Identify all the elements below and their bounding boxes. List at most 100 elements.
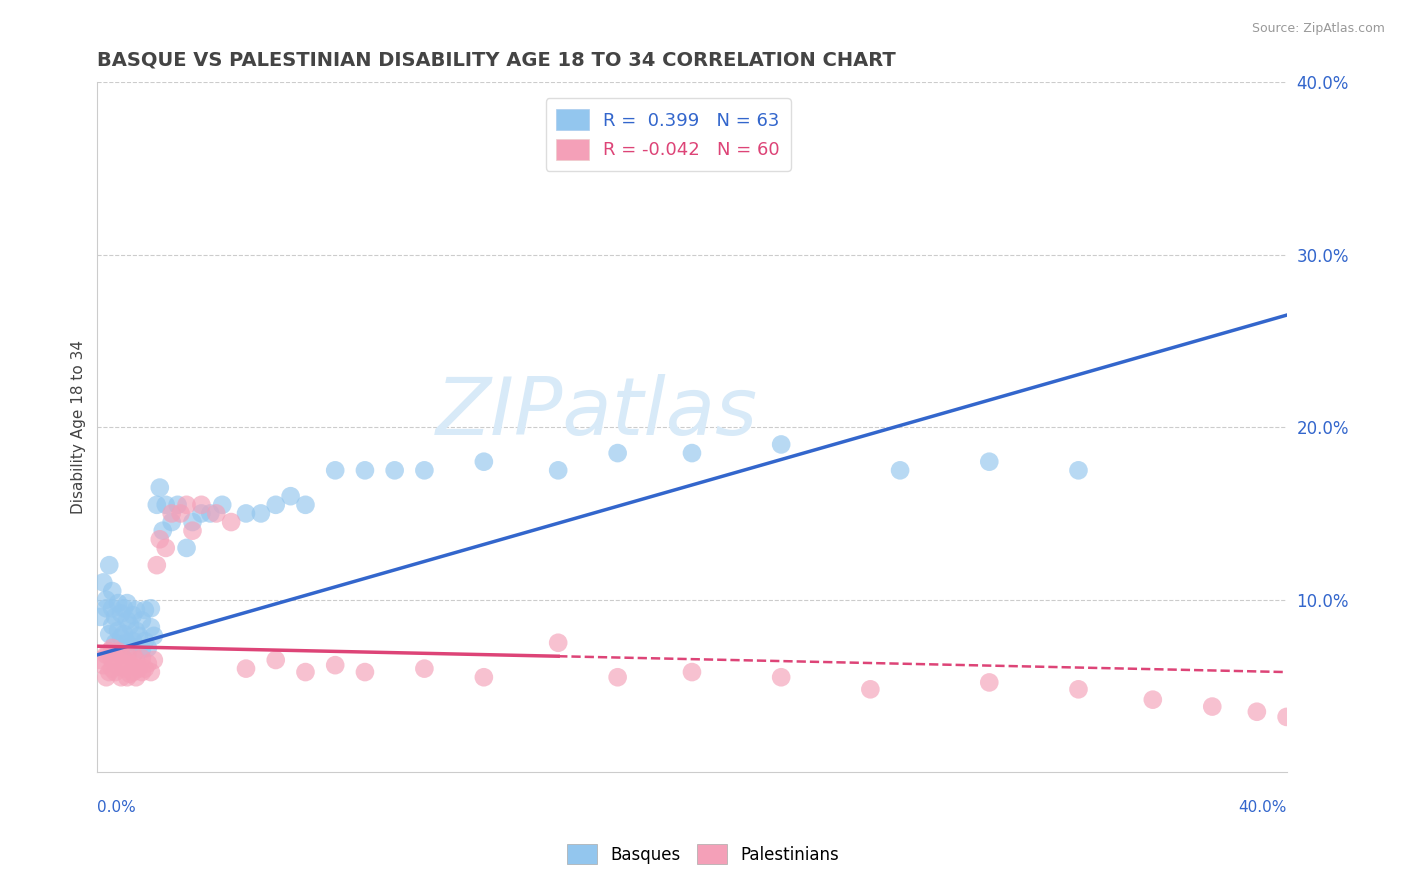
Point [104,665,127,679]
Point [125,603,148,617]
Point [1142,692,1164,706]
Point [160,515,183,529]
Point [142,629,165,643]
Point [294,665,316,679]
Point [98,627,121,641]
Point [149,481,172,495]
Point [136,640,159,655]
Point [101,601,124,615]
Point [979,675,1001,690]
Point [155,498,177,512]
Point [101,584,124,599]
Point [547,636,569,650]
Point [122,665,145,679]
Point [1067,463,1090,477]
Point [264,498,287,512]
Point [107,658,129,673]
Point [681,446,703,460]
Point [125,653,148,667]
Point [190,498,212,512]
Point [120,618,142,632]
Point [606,446,628,460]
Point [547,463,569,477]
Point [264,653,287,667]
Point [354,463,377,477]
Point [131,665,153,679]
Point [155,541,177,555]
Point [101,653,124,667]
Point [219,515,242,529]
Point [125,624,148,638]
Point [98,644,121,658]
Point [134,634,156,648]
Point [1067,682,1090,697]
Point [136,657,159,671]
Point [211,498,233,512]
Point [139,601,162,615]
Point [101,640,124,655]
Point [110,607,132,621]
Point [134,603,156,617]
Point [125,670,148,684]
Point [181,524,204,538]
Y-axis label: Disability Age 18 to 34: Disability Age 18 to 34 [72,340,86,514]
Point [104,651,127,665]
Point [115,648,138,662]
Point [115,596,138,610]
Point [979,455,1001,469]
Point [139,665,162,679]
Point [122,648,145,662]
Point [110,648,132,662]
Point [235,507,257,521]
Point [235,662,257,676]
Point [96,670,118,684]
Point [176,498,198,512]
Point [152,524,174,538]
Point [770,670,793,684]
Point [131,651,153,665]
Point [110,670,132,684]
Point [413,463,436,477]
Point [107,644,129,658]
Point [120,666,142,681]
Point [98,558,121,573]
Point [120,657,142,671]
Point [91,658,114,673]
Point [472,455,495,469]
Point [96,601,118,615]
Point [142,653,165,667]
Point [122,608,145,623]
Text: 0.0%: 0.0% [97,799,136,814]
Point [176,541,198,555]
Point [770,437,793,451]
Legend: R =  0.399   N = 63, R = -0.042   N = 60: R = 0.399 N = 63, R = -0.042 N = 60 [546,98,790,170]
Point [413,662,436,676]
Point [112,601,135,615]
Point [112,662,135,676]
Point [134,662,156,676]
Point [323,463,346,477]
Point [112,653,135,667]
Point [280,489,302,503]
Point [323,658,346,673]
Point [128,662,150,676]
Point [472,670,495,684]
Point [1275,710,1298,724]
Point [859,682,882,697]
Point [89,610,111,624]
Point [115,670,138,684]
Point [115,613,138,627]
Text: BASQUE VS PALESTINIAN DISABILITY AGE 18 TO 34 CORRELATION CHART: BASQUE VS PALESTINIAN DISABILITY AGE 18 … [97,51,896,70]
Point [115,636,138,650]
Point [889,463,911,477]
Point [190,507,212,521]
Point [149,533,172,547]
Point [139,620,162,634]
Point [160,507,183,521]
Point [166,498,188,512]
Point [146,558,169,573]
Point [107,624,129,638]
Point [89,653,111,667]
Point [101,618,124,632]
Point [131,642,153,657]
